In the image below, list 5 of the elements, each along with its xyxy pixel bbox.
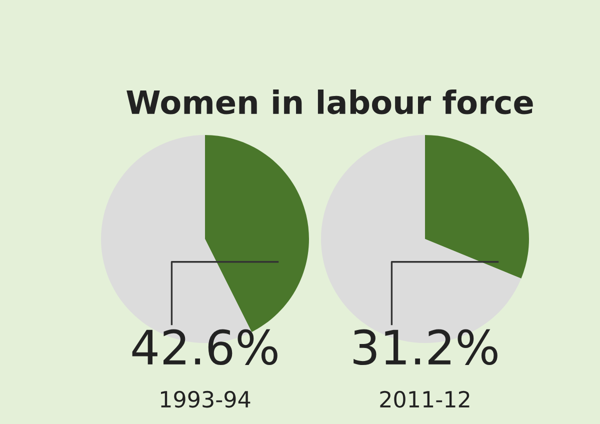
chart-title: Women in labour force	[126, 90, 533, 114]
text: 2011-12	[380, 390, 470, 408]
data-label: 31.2%	[354, 329, 498, 366]
data-label: 42.6%	[132, 329, 278, 366]
text: 1993-94	[161, 390, 250, 408]
